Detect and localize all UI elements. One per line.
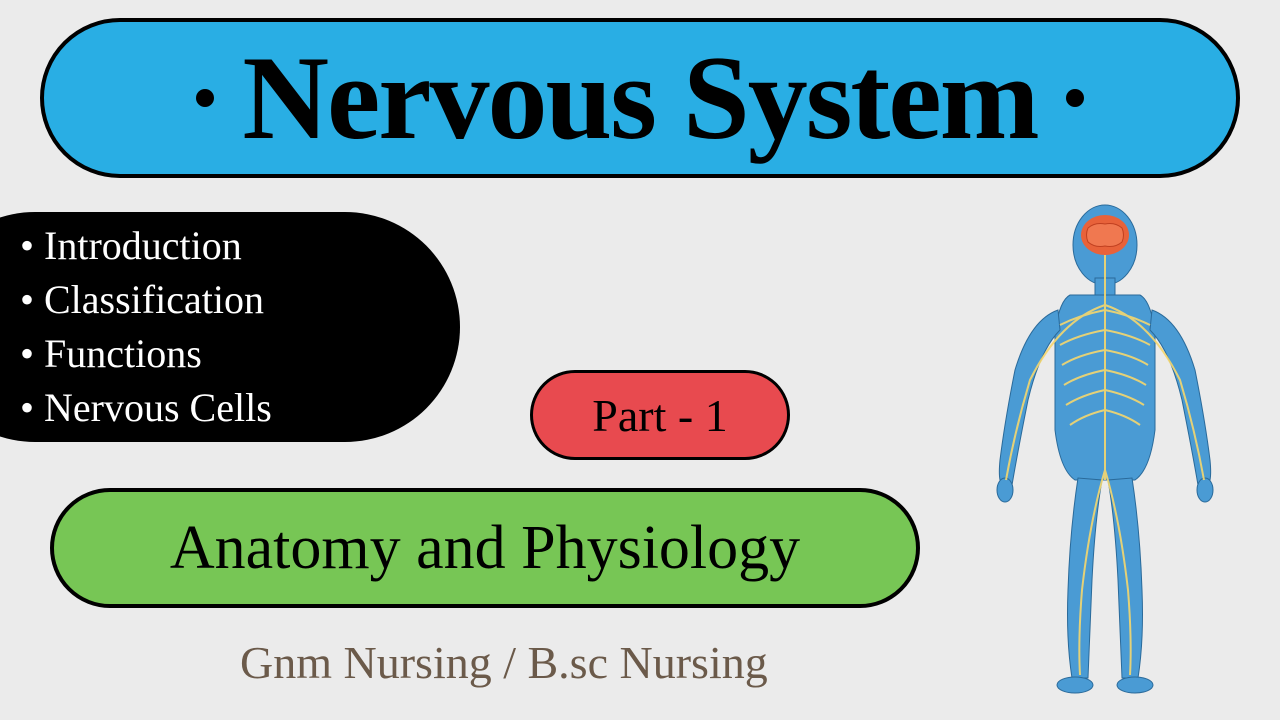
title-dot-left bbox=[196, 89, 214, 107]
part-text: Part - 1 bbox=[592, 389, 727, 442]
human-nervous-system-icon bbox=[960, 200, 1250, 700]
part-pill: Part - 1 bbox=[530, 370, 790, 460]
topics-pill: • Introduction • Classification • Functi… bbox=[0, 212, 460, 442]
subtitle-pill: Anatomy and Physiology bbox=[50, 488, 920, 608]
title-pill: Nervous System bbox=[40, 18, 1240, 178]
topic-item: • Classification bbox=[20, 273, 460, 327]
topic-item: • Functions bbox=[20, 327, 460, 381]
title-text: Nervous System bbox=[242, 29, 1037, 167]
footer-text: Gnm Nursing / B.sc Nursing bbox=[240, 636, 768, 689]
topic-item: • Introduction bbox=[20, 219, 460, 273]
subtitle-text: Anatomy and Physiology bbox=[170, 513, 800, 584]
title-dot-right bbox=[1066, 89, 1084, 107]
topic-item: • Nervous Cells bbox=[20, 381, 460, 435]
